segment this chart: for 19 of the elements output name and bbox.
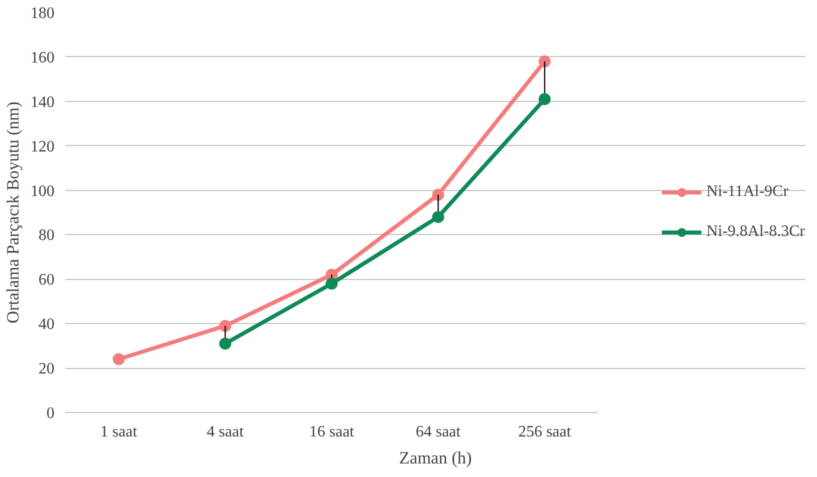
x-tick-label: 1 saat: [100, 424, 138, 440]
y-tick-label: 0: [46, 405, 54, 422]
y-tick-label: 40: [38, 316, 54, 334]
x-tick-label: 64 saat: [416, 424, 462, 440]
y-tick-label: 80: [38, 227, 54, 244]
y-tick-label: 160: [30, 49, 54, 66]
y-axis-title: Ortalama Parçacık Boyutu (nm): [4, 101, 22, 324]
y-tick-label: 120: [30, 138, 54, 156]
y-tick-label: 140: [30, 94, 54, 111]
y-tick-label: 60: [38, 272, 54, 289]
x-tick-label: 4 saat: [206, 424, 244, 440]
legend-label: Ni-11Al-9Cr: [706, 183, 788, 201]
legend-label: Ni-9.8Al-8.3Cr: [706, 223, 805, 241]
y-tick-label: 20: [38, 360, 54, 378]
y-tick-label: 180: [30, 5, 54, 22]
x-tick-label: 256 saat: [518, 424, 572, 440]
y-tick-label: 100: [30, 182, 54, 200]
x-tick-label: 16 saat: [309, 424, 355, 440]
x-axis-title: Zaman (h): [399, 448, 472, 468]
